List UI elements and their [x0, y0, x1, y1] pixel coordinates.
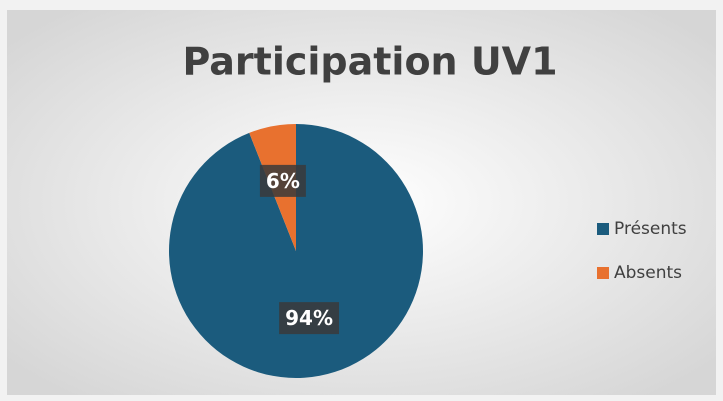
- data-label-box: [259, 164, 306, 197]
- legend-marker: [597, 223, 609, 235]
- data-label: 94%: [285, 306, 333, 330]
- legend-label: Présents: [614, 219, 687, 239]
- chart-title: Participation UV1: [182, 40, 557, 84]
- data-label: 6%: [266, 169, 300, 193]
- pie-slice: [168, 124, 423, 378]
- data-label-box: [279, 302, 340, 335]
- legend-label: Absents: [614, 263, 682, 283]
- legend-marker: [597, 267, 609, 279]
